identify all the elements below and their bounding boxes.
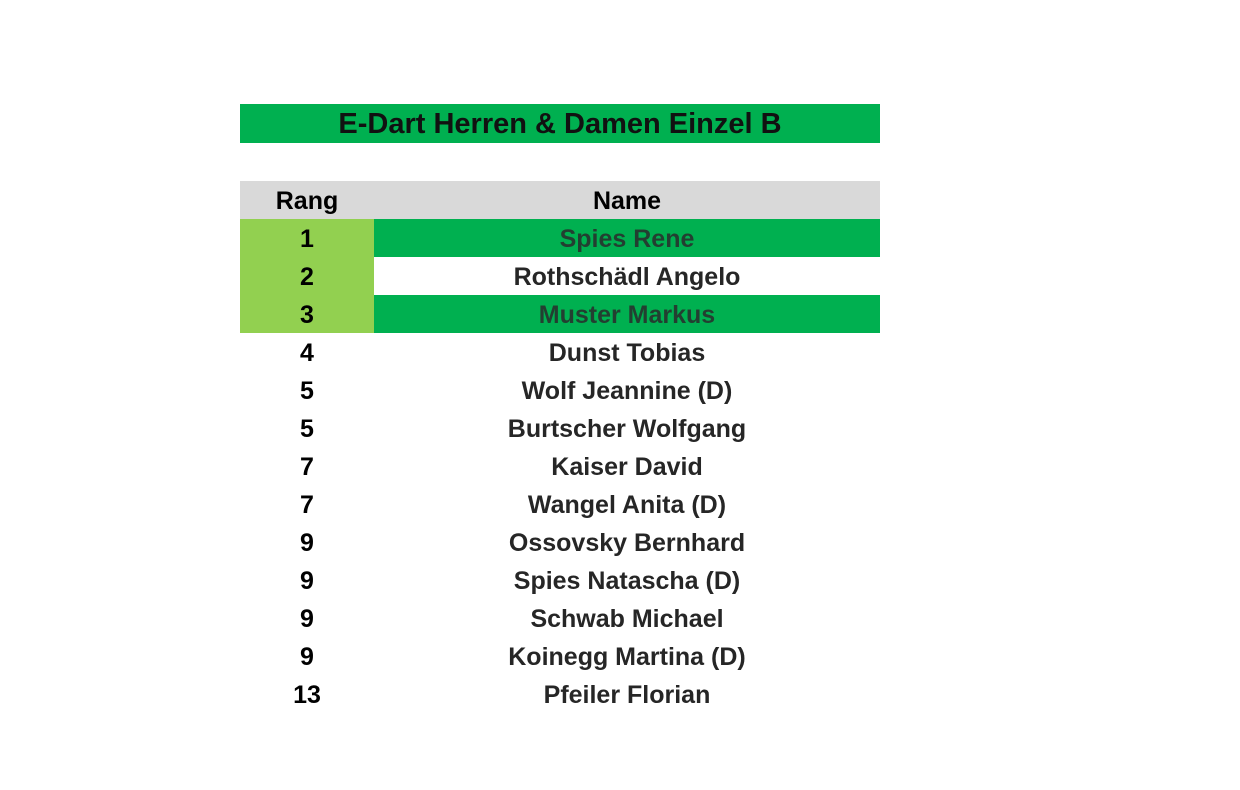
- page-title: E-Dart Herren & Damen Einzel B: [240, 104, 880, 143]
- name-cell: Schwab Michael: [530, 605, 724, 633]
- table-row: 1 Spies Rene: [240, 219, 880, 257]
- table-header: Rang Name: [240, 181, 880, 219]
- name-cell: Wangel Anita (D): [527, 491, 727, 519]
- name-cell: Pfeiler Florian: [543, 681, 711, 709]
- rang-cell: 7: [300, 453, 314, 481]
- rang-cell: 9: [300, 529, 314, 557]
- name-cell: Burtscher Wolfgang: [507, 415, 747, 443]
- rang-cell: 1: [240, 219, 374, 257]
- name-cell: Spies Rene: [374, 219, 880, 257]
- table-row: 9 Koinegg Martina (D): [240, 637, 880, 675]
- table-row: 9 Ossovsky Bernhard: [240, 523, 880, 561]
- name-cell: Wolf Jeannine (D): [521, 377, 733, 405]
- header-name: Name: [592, 187, 662, 215]
- name-cell: Rothschädl Angelo: [513, 263, 741, 291]
- table-row: 2 Rothschädl Angelo: [240, 257, 880, 295]
- table-row: 13 Pfeiler Florian: [240, 675, 880, 713]
- rang-cell: 5: [300, 415, 314, 443]
- name-cell: Spies Natascha (D): [513, 567, 741, 595]
- rang-cell: 9: [300, 605, 314, 633]
- table-row: 9 Schwab Michael: [240, 599, 880, 637]
- rang-cell: 5: [300, 377, 314, 405]
- rang-cell: 13: [293, 681, 321, 709]
- name-cell: Dunst Tobias: [548, 339, 706, 367]
- rang-cell: 9: [300, 567, 314, 595]
- table-row: 9 Spies Natascha (D): [240, 561, 880, 599]
- name-cell: Koinegg Martina (D): [508, 643, 746, 671]
- table-row: 3 Muster Markus: [240, 295, 880, 333]
- name-cell: Kaiser David: [551, 453, 703, 481]
- rang-cell: 9: [300, 643, 314, 671]
- name-cell: Muster Markus: [374, 295, 880, 333]
- rang-cell: 7: [300, 491, 314, 519]
- header-rang: Rang: [275, 187, 339, 215]
- table-row: 5 Wolf Jeannine (D): [240, 371, 880, 409]
- table-row: 5 Burtscher Wolfgang: [240, 409, 880, 447]
- rang-cell: 2: [240, 257, 374, 295]
- ranking-table: Rang Name 1 Spies Rene 2 Rothschädl Angelo 3…: [240, 181, 880, 713]
- table-row: 4 Dunst Tobias: [240, 333, 880, 371]
- table-row: 7 Wangel Anita (D): [240, 485, 880, 523]
- table-row: 7 Kaiser David: [240, 447, 880, 485]
- name-cell: Ossovsky Bernhard: [508, 529, 746, 557]
- rang-cell: 4: [300, 339, 314, 367]
- rang-cell: 3: [240, 295, 374, 333]
